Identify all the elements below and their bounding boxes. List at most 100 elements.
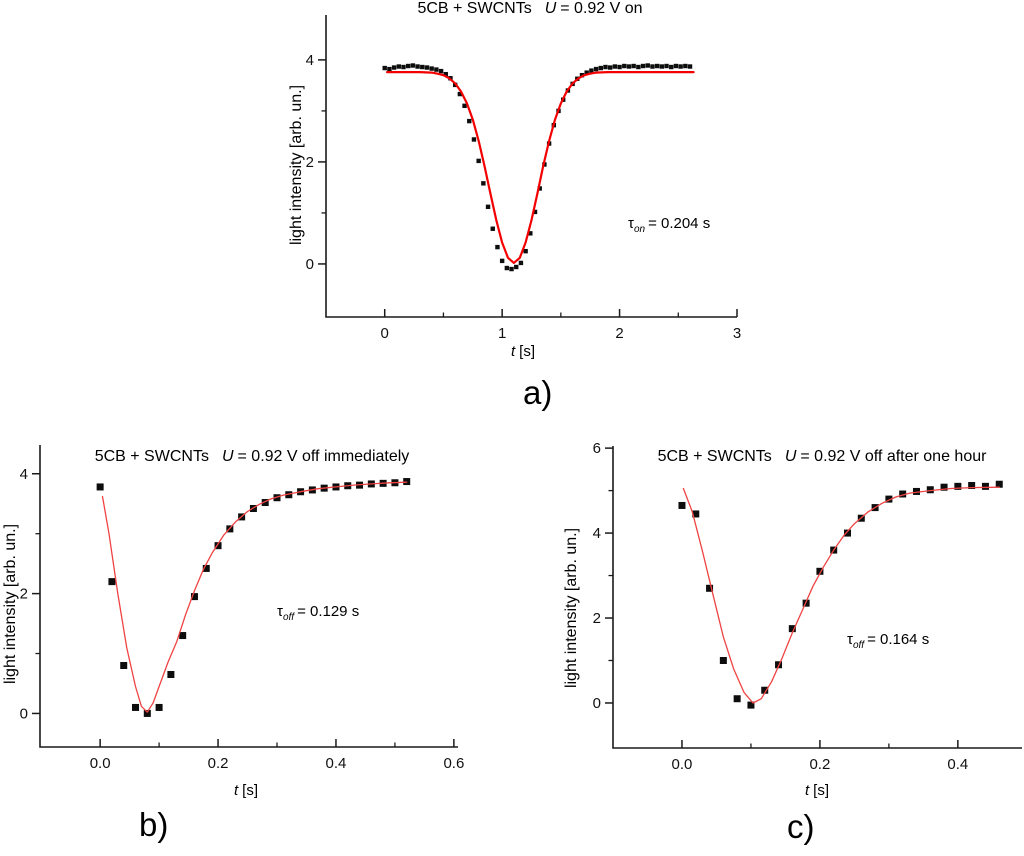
axis-lines bbox=[325, 15, 737, 318]
data-point-marker bbox=[885, 495, 893, 503]
x-tick-label: 1 bbox=[498, 325, 506, 342]
data-point-marker bbox=[654, 63, 660, 69]
chart-b-xlabel: t [s] bbox=[234, 782, 258, 799]
data-point-marker bbox=[598, 65, 603, 71]
data-point-marker bbox=[391, 65, 397, 70]
data-point-marker bbox=[108, 578, 116, 586]
fit-line bbox=[101, 481, 408, 713]
data-point-marker bbox=[462, 103, 467, 109]
chart-c-tau-annotation: τoff = 0.164 s bbox=[847, 631, 929, 651]
axis-lines bbox=[39, 445, 458, 748]
y-tick-label: 4 bbox=[306, 52, 314, 69]
tau-value: = 0.164 s bbox=[867, 631, 930, 648]
y-tick-label: 0 bbox=[306, 256, 314, 273]
data-point-marker bbox=[143, 709, 151, 717]
data-point-marker bbox=[733, 695, 741, 703]
data-point-marker bbox=[509, 266, 514, 272]
data-point-marker bbox=[167, 670, 175, 678]
tau-subscript: on bbox=[633, 224, 646, 235]
y-tick-label: 4 bbox=[593, 525, 601, 542]
data-point-marker bbox=[261, 499, 269, 507]
data-point-marker bbox=[429, 66, 434, 71]
tau-subscript: off bbox=[282, 612, 295, 623]
chart-c-title-prefix: 5CB + SWCNTs bbox=[657, 448, 772, 465]
tau-value: = 0.129 s bbox=[297, 603, 360, 620]
data-point-marker bbox=[603, 64, 608, 70]
data-point-marker bbox=[537, 186, 542, 191]
chart-a-title-u: U bbox=[544, 0, 557, 17]
chart-b-title: 5CB + SWCNTs U = 0.92 V off immediately bbox=[95, 448, 410, 466]
x-tick-label: 0.0 bbox=[90, 755, 111, 772]
data-point-marker bbox=[912, 487, 920, 495]
xlabel-units: [s] bbox=[813, 782, 830, 799]
tau-value: = 0.204 s bbox=[648, 215, 711, 232]
data-point-marker bbox=[788, 625, 796, 633]
chart-c-title-u: U bbox=[784, 448, 797, 465]
xlabel-t: t bbox=[510, 343, 516, 360]
data-point-marker bbox=[673, 63, 679, 69]
x-tick-label: 0.6 bbox=[443, 755, 464, 772]
chart-b-title-u: U bbox=[221, 448, 234, 465]
tau-symbol: τ bbox=[277, 603, 283, 620]
tau-symbol: τ bbox=[628, 215, 634, 232]
data-point-marker bbox=[120, 662, 128, 670]
data-point-marker bbox=[467, 118, 472, 124]
data-point-marker bbox=[650, 64, 655, 69]
chart-a-ylabel: light intensity [arb. un.] bbox=[288, 84, 305, 246]
data-point-marker bbox=[584, 70, 589, 75]
data-point-marker bbox=[640, 63, 646, 69]
data-point-marker bbox=[636, 64, 641, 70]
data-point-marker bbox=[664, 63, 669, 69]
data-point-marker bbox=[617, 64, 622, 70]
data-point-marker bbox=[415, 64, 420, 69]
chart-b-title-prefix: 5CB + SWCNTs bbox=[94, 448, 209, 465]
chart-b-tau-annotation: τoff = 0.129 s bbox=[277, 603, 359, 623]
data-point-marker bbox=[190, 593, 198, 601]
data-point-marker bbox=[612, 64, 618, 69]
xlabel-t: t bbox=[804, 782, 810, 799]
fit-line bbox=[386, 71, 695, 264]
panel-label-c: c) bbox=[787, 808, 815, 845]
data-point-marker bbox=[443, 71, 448, 77]
y-tick-label: 0 bbox=[20, 705, 28, 722]
data-point-marker bbox=[406, 63, 411, 69]
data-point-marker bbox=[438, 68, 444, 74]
data-point-marker bbox=[179, 632, 187, 640]
data-point-marker bbox=[747, 701, 755, 709]
chart-b-ylabel: light intensity [arb. un.] bbox=[2, 523, 19, 685]
data-point-marker bbox=[396, 64, 402, 69]
xlabel-units: [s] bbox=[519, 343, 536, 360]
data-point-marker bbox=[669, 64, 674, 70]
chart-a-xlabel: t [s] bbox=[511, 343, 535, 360]
data-point-marker bbox=[518, 260, 524, 266]
x-tick-label: 0 bbox=[381, 325, 389, 342]
x-tick-label: 3 bbox=[733, 325, 741, 342]
data-point-marker bbox=[382, 65, 387, 71]
data-point-marker bbox=[981, 482, 989, 490]
data-point-marker bbox=[471, 137, 477, 142]
xlabel-units: [s] bbox=[242, 782, 259, 799]
data-point-marker bbox=[968, 482, 976, 490]
tau-subscript: off bbox=[852, 640, 865, 651]
data-point-marker bbox=[457, 91, 463, 97]
chart-c-canvas: 0.0 0.2 0.4 0 2 4 6 bbox=[593, 440, 1022, 773]
data-point-marker bbox=[631, 63, 636, 69]
chart-a-title: 5CB + SWCNTs U = 0.92 V on bbox=[417, 0, 642, 18]
data-point-marker bbox=[692, 510, 700, 518]
chart-b-title-rest: = 0.92 V off immediately bbox=[237, 448, 410, 465]
data-point-marker bbox=[96, 483, 104, 491]
y-tick-label: 0 bbox=[593, 695, 601, 712]
panel-label-a: a) bbox=[523, 374, 553, 411]
data-point-marker bbox=[678, 64, 683, 69]
x-tick-label: 2 bbox=[615, 325, 623, 342]
tau-symbol: τ bbox=[847, 631, 853, 648]
data-point-marker bbox=[410, 63, 416, 68]
data-point-marker bbox=[420, 64, 425, 70]
data-point-marker bbox=[532, 209, 538, 215]
data-point-marker bbox=[844, 529, 852, 537]
data-point-marker bbox=[485, 204, 491, 210]
data-point-marker bbox=[589, 68, 594, 73]
chart-a-tau-annotation: τon = 0.204 s bbox=[628, 215, 710, 235]
chart-c-ylabel: light intensity [arb. un.] bbox=[563, 527, 580, 689]
